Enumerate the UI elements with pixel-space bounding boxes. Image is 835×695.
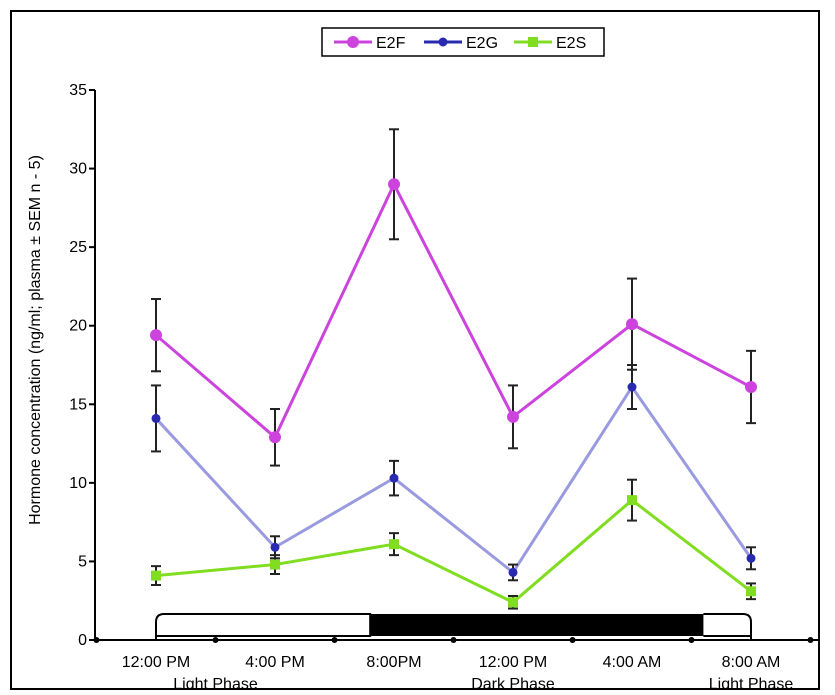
series-group [150,128,757,610]
y-axis-label: Hormone concentration (ng/ml; plasma ± S… [27,155,44,525]
data-point [270,542,280,552]
y-tick-label: 25 [69,239,87,256]
data-point [269,431,281,444]
series-e2g [151,364,756,582]
data-point [508,567,518,577]
data-point [150,329,162,342]
y-tick-label: 10 [69,475,87,492]
legend-label-e2s: E2S [556,35,586,52]
series-line [154,384,753,575]
chart-frame: E2F E2G E2S Hormone concentration (ng/ml; … [10,10,822,693]
x-tick-label: 12:00 PM [479,654,547,671]
x-tick [212,637,219,643]
data-point [270,559,280,570]
data-point [745,381,757,393]
x-tick [569,637,576,643]
chart: E2F E2G E2S Hormone concentration (ng/ml; … [27,27,822,693]
data-point [746,553,756,563]
legend-marker [438,37,448,47]
series-e2s [151,478,756,610]
legend: E2F E2G E2S [321,27,605,57]
data-point [389,539,399,550]
y-tick-label: 35 [69,82,87,99]
data-point [388,178,400,191]
y-tick-label: 30 [69,161,87,178]
x-tick [331,637,338,643]
light-phase-segment [703,613,752,640]
data-point [626,318,638,331]
x-tick [807,637,814,643]
x-tick-label: 4:00 AM [603,654,662,671]
data-point [389,473,399,483]
data-point [507,410,519,423]
x-tick-label: 4:00 PM [245,654,305,671]
data-point [151,570,161,581]
x-tick-label: 8:00 AM [722,654,781,671]
light-phase-segment [155,613,372,640]
x-tick [450,637,457,643]
y-tick-label: 20 [69,318,87,335]
x-tick [688,637,695,643]
phase-bar [155,613,752,640]
legend-label-e2f: E2F [376,35,406,52]
axes: 0 5 10 15 20 25 30 35 12:00 PM 4:00 PM 8:00PM 12:00… [69,82,822,693]
y-tick-label: 0 [78,632,87,649]
phase-label: Light Phase [709,676,794,688]
y-tick-label: 5 [78,553,87,570]
series-e2f [150,128,757,467]
data-point [627,495,637,506]
phase-label: Dark Phase [471,676,555,688]
x-tick-label: 12:00 PM [122,654,190,671]
legend-marker [528,37,538,47]
y-tick-label: 15 [69,396,87,413]
x-tick [93,637,100,643]
x-tick-label: 8:00PM [366,654,421,671]
legend-marker [347,36,359,48]
data-point [746,586,756,597]
legend-label-e2g: E2G [466,35,498,52]
data-point [508,597,518,608]
series-line [155,498,752,605]
data-point [627,382,637,392]
series-line [155,180,752,440]
dark-phase-segment [370,614,704,636]
phase-label: Light Phase [173,676,258,688]
data-point [151,413,161,423]
